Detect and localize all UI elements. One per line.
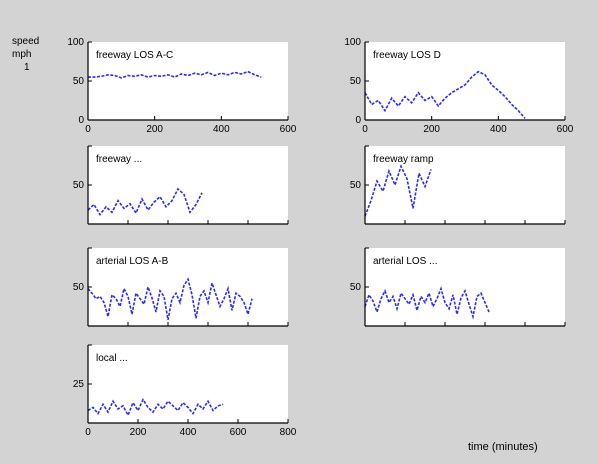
panel-title: freeway LOS A-C [96, 50, 173, 61]
series-line [364, 70, 526, 119]
panel-5: 50 arterial LOS A-B [73, 247, 289, 327]
y-tick-label: 25 [73, 379, 85, 390]
x-tick-label: 400 [180, 427, 197, 438]
x-tick-label: 600 [230, 427, 247, 438]
panel-7: 0 200 400 600 800 25 local ... [73, 344, 297, 438]
plot-area [365, 248, 565, 326]
y-tick-label: 50 [73, 76, 85, 87]
series-line [87, 187, 203, 217]
y-tick-label: 0 [78, 115, 84, 126]
panel-4: 50 freeway ramp [350, 145, 566, 225]
y-tick-label: 50 [73, 180, 85, 191]
y-tick-label: 100 [344, 37, 361, 48]
series-line [364, 164, 432, 217]
plot-area [88, 146, 288, 224]
figure-xlabel: time (minutes) [468, 441, 538, 453]
panel-1: 0 200 400 600 0 50 100 freeway LOS A-C [67, 37, 296, 135]
panel-title: freeway ... [96, 154, 142, 165]
panel-6: 50 arterial LOS ... [350, 247, 566, 327]
panel-title: arterial LOS A-B [96, 256, 169, 267]
x-tick-label: 0 [85, 124, 91, 135]
plot-area [365, 146, 565, 224]
series-line [364, 286, 490, 320]
panel-title: arterial LOS ... [373, 256, 437, 267]
x-tick-label: 400 [213, 124, 230, 135]
x-tick-label: 200 [423, 124, 440, 135]
panel-2: 0 200 400 600 0 50 100 freeway LOS D [344, 37, 573, 135]
x-tick-label: 0 [362, 124, 368, 135]
x-tick-label: 200 [146, 124, 163, 135]
y-tick-label: 0 [355, 115, 361, 126]
series-line [87, 397, 224, 418]
series-line [88, 70, 262, 79]
panel-3: 50 freeway ... [73, 145, 289, 225]
x-tick-label: 200 [130, 427, 147, 438]
x-tick-label: 600 [280, 124, 297, 135]
panel-title: freeway LOS D [373, 50, 441, 61]
x-tick-label: 800 [280, 427, 297, 438]
x-tick-label: 600 [557, 124, 574, 135]
y-tick-label: 50 [350, 180, 362, 191]
plot-area [88, 42, 288, 120]
panel-title: local ... [96, 353, 128, 364]
series-line [87, 277, 253, 320]
figure-ylabel: speed mph 1 [12, 36, 39, 73]
x-tick-label: 400 [490, 124, 507, 135]
y-tick-label: 50 [350, 282, 362, 293]
panel-title: freeway ramp [373, 154, 434, 165]
y-tick-label: 50 [73, 282, 85, 293]
y-tick-label: 50 [350, 76, 362, 87]
plot-area [365, 42, 565, 120]
y-tick-label: 100 [67, 37, 84, 48]
plot-area [88, 248, 288, 326]
x-tick-label: 0 [85, 427, 91, 438]
plot-area [88, 345, 288, 423]
